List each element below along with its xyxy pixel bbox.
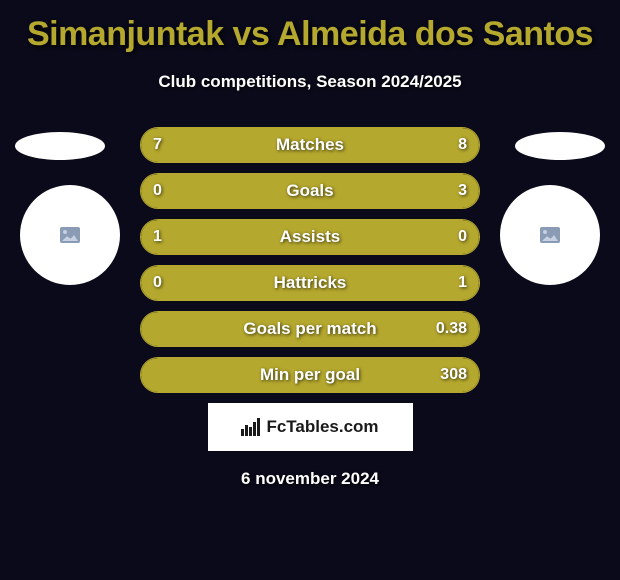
date-text: 6 november 2024 xyxy=(0,469,620,489)
subtitle: Club competitions, Season 2024/2025 xyxy=(0,72,620,92)
stat-row: 0Goals3 xyxy=(140,173,480,209)
shadow-ellipse-right xyxy=(515,132,605,160)
image-placeholder-icon xyxy=(60,227,80,243)
stat-row: 7Matches8 xyxy=(140,127,480,163)
stat-label: Hattricks xyxy=(141,273,479,293)
stat-label: Goals per match xyxy=(141,319,479,339)
image-placeholder-icon xyxy=(540,227,560,243)
stat-value-right: 1 xyxy=(458,274,467,292)
page-title: Simanjuntak vs Almeida dos Santos xyxy=(0,15,620,54)
stat-value-right: 308 xyxy=(440,366,467,384)
stat-value-right: 8 xyxy=(458,136,467,154)
brand-box: FcTables.com xyxy=(208,403,413,451)
player-avatar-right xyxy=(500,185,600,285)
stat-value-right: 3 xyxy=(458,182,467,200)
stat-row: 1Assists0 xyxy=(140,219,480,255)
brand-text: FcTables.com xyxy=(266,417,378,437)
stat-label: Assists xyxy=(141,227,479,247)
stat-label: Min per goal xyxy=(141,365,479,385)
stat-row: Min per goal308 xyxy=(140,357,480,393)
stat-value-right: 0.38 xyxy=(436,320,467,338)
stats-container: 7Matches80Goals31Assists00Hattricks1Goal… xyxy=(140,127,480,393)
stat-value-right: 0 xyxy=(458,228,467,246)
shadow-ellipse-left xyxy=(15,132,105,160)
brand-bars-icon xyxy=(241,418,260,436)
stat-label: Matches xyxy=(141,135,479,155)
main-area: 7Matches80Goals31Assists00Hattricks1Goal… xyxy=(0,127,620,489)
stat-label: Goals xyxy=(141,181,479,201)
stat-row: Goals per match0.38 xyxy=(140,311,480,347)
stat-row: 0Hattricks1 xyxy=(140,265,480,301)
player-avatar-left xyxy=(20,185,120,285)
